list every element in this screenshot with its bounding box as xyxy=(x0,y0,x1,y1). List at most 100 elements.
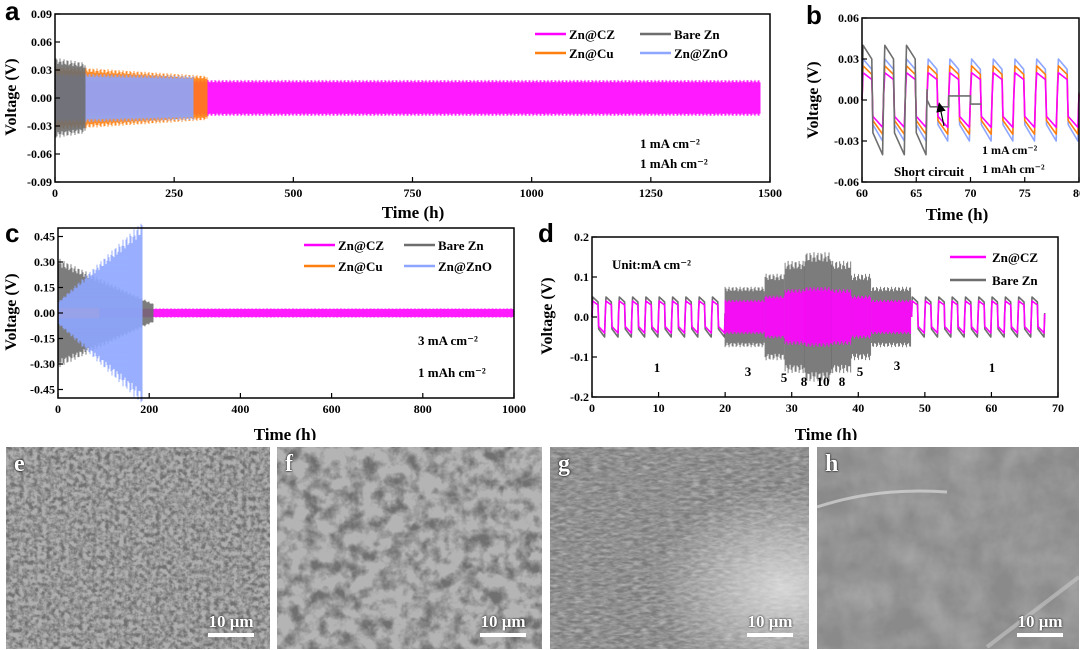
panel-label-f: f xyxy=(285,451,293,477)
sem-image-h: h 10 μm xyxy=(817,447,1079,649)
a-xlabel: Time (h) xyxy=(382,203,445,222)
c-xlabel: Time (h) xyxy=(254,425,317,440)
scale-bar-f: 10 μm xyxy=(480,612,526,637)
panel-label-c: c xyxy=(5,218,19,248)
d-series-zn-cz xyxy=(851,295,872,339)
d-xtick-label: 10 xyxy=(653,401,665,415)
d-rate-label: 5 xyxy=(857,364,864,379)
panel-label-g: g xyxy=(558,451,570,477)
c-ytick-label: -0.30 xyxy=(30,357,55,371)
a-ytick-label: 0.06 xyxy=(31,35,52,49)
b-ytick-label: 0.03 xyxy=(838,52,859,66)
a-legend-cu: Zn@Cu xyxy=(569,46,614,61)
b-xtick-label: 70 xyxy=(965,186,977,200)
b-ylabel: Voltage (V) xyxy=(805,61,822,138)
b-series-bare-zn xyxy=(861,44,928,156)
scale-bar-e: 10 μm xyxy=(208,612,254,637)
a-note-capacity: 1 mAh cm⁻² xyxy=(640,156,708,171)
sem-image-e: e 10 μm xyxy=(6,447,270,649)
d-series-zn-cz xyxy=(910,300,1046,334)
d-ytick-label: 0.1 xyxy=(574,270,589,284)
d-xtick-label: 50 xyxy=(919,401,931,415)
d-xtick-label: 20 xyxy=(719,401,731,415)
a-xtick-label: 1000 xyxy=(520,186,544,200)
c-xtick-label: 600 xyxy=(323,402,341,416)
a-ylabel: Voltage (V) xyxy=(3,58,20,135)
b-xtick-label: 65 xyxy=(910,186,922,200)
d-xtick-label: 0 xyxy=(589,401,595,415)
a-ytick-label: -0.09 xyxy=(27,175,52,189)
plot-a: 0 250 500 750 1000 1250 1500 -0.09 -0.06 -0.03 0.0… xyxy=(27,7,782,200)
d-xlabel: Time (h) xyxy=(795,425,858,440)
b-xlabel: Time (h) xyxy=(926,205,989,224)
panel-a: a Voltage (V) Time (h) 0 250 500 750 1000 125… xyxy=(3,0,782,222)
b-ytick-label: 0.06 xyxy=(838,11,859,25)
panel-label-b: b xyxy=(806,0,822,30)
panel-label-d: d xyxy=(538,218,554,248)
d-ytick-label: -0.1 xyxy=(570,350,589,364)
a-ytick-label: -0.06 xyxy=(27,147,52,161)
d-rate-label: 5 xyxy=(781,370,788,385)
c-xtick-label: 800 xyxy=(414,402,432,416)
d-rate-labels: 1 3 5 8 10 8 5 3 1 xyxy=(654,358,996,389)
panel-d: d Voltage (V) Time (h) 0 10 20 30 40 50 60 70 -0… xyxy=(538,218,1064,440)
panel-b: b Voltage (V) Time (h) 60 65 70 75 80 -0.06 -0… xyxy=(805,0,1080,224)
d-rate-label: 10 xyxy=(817,374,830,389)
b-series-bare-zn-short xyxy=(926,95,982,108)
d-rate-label: 3 xyxy=(745,364,752,379)
c-xtick-label: 200 xyxy=(140,402,158,416)
c-xtick-label: 400 xyxy=(231,402,249,416)
a-frame xyxy=(54,13,771,183)
d-legend-cz: Zn@CZ xyxy=(992,250,1038,265)
a-ytick-label: 0.00 xyxy=(31,91,52,105)
d-ytick-label: 0.0 xyxy=(574,310,589,324)
d-xtick-label: 60 xyxy=(985,401,997,415)
d-xtick-label: 30 xyxy=(786,401,798,415)
a-ytick-label: 0.09 xyxy=(31,7,52,21)
d-series-zn-cz xyxy=(784,289,805,345)
scale-text-f: 10 μm xyxy=(480,612,526,631)
sem-image-g: g 10 μm xyxy=(550,447,809,649)
c-legend-cz: Zn@CZ xyxy=(338,238,384,253)
c-legend-zno: Zn@ZnO xyxy=(438,259,492,274)
b-note-capacity: 1 mAh cm⁻² xyxy=(982,162,1045,176)
c-note-capacity: 1 mAh cm⁻² xyxy=(418,365,486,380)
a-legend: Zn@CZ Bare Zn Zn@Cu Zn@ZnO xyxy=(535,27,728,61)
sem-texture-g xyxy=(550,447,809,649)
c-ylabel: Voltage (V) xyxy=(3,273,20,350)
d-series-zn-cz xyxy=(764,295,785,339)
figure: a Voltage (V) Time (h) 0 250 500 750 1000 125… xyxy=(3,0,1080,440)
c-ytick-label: -0.45 xyxy=(30,383,55,397)
a-ytick-label: 0.03 xyxy=(31,63,52,77)
d-frame xyxy=(591,236,1059,398)
a-ytick-label: -0.03 xyxy=(27,119,52,133)
a-legend-zno: Zn@ZnO xyxy=(674,46,728,61)
sem-texture-e xyxy=(6,447,270,649)
scale-text-h: 10 μm xyxy=(1017,612,1063,631)
scale-text-g: 10 μm xyxy=(747,612,793,631)
c-ytick-label: 0.00 xyxy=(34,306,55,320)
scale-bar-h: 10 μm xyxy=(1017,612,1063,637)
d-xtick-label: 40 xyxy=(852,401,864,415)
d-series-zn-cz xyxy=(871,299,912,335)
b-xtick-label: 80 xyxy=(1073,186,1080,200)
b-short-circuit-label: Short circuit xyxy=(894,164,965,179)
a-xtick-label: 250 xyxy=(165,186,183,200)
c-ytick-label: 0.15 xyxy=(34,281,55,295)
plot-b: 60 65 70 75 80 -0.06 -0.03 0.00 0.03 0.06 xyxy=(834,11,1080,200)
c-ytick-label: -0.15 xyxy=(30,332,55,346)
d-series-zn-cz xyxy=(724,299,765,335)
b-frame xyxy=(861,17,1080,183)
c-note-current: 3 mA cm⁻² xyxy=(418,333,478,348)
plot-d: 0 10 20 30 40 50 60 70 -0.2 -0.1 0.0 0.1 0.2 xyxy=(570,230,1064,415)
c-ytick-label: 0.30 xyxy=(34,255,55,269)
a-legend-cz: Zn@CZ xyxy=(569,27,615,42)
a-xtick-label: 1250 xyxy=(639,186,663,200)
panel-label-a: a xyxy=(5,0,20,26)
d-ytick-label: -0.2 xyxy=(570,390,589,404)
c-ytick-label: 0.45 xyxy=(34,230,55,244)
b-ytick-label: -0.03 xyxy=(834,134,859,148)
d-ylabel: Voltage (V) xyxy=(539,277,556,354)
short-circuit-arrow xyxy=(936,102,946,127)
d-rate-label: 3 xyxy=(894,358,901,373)
